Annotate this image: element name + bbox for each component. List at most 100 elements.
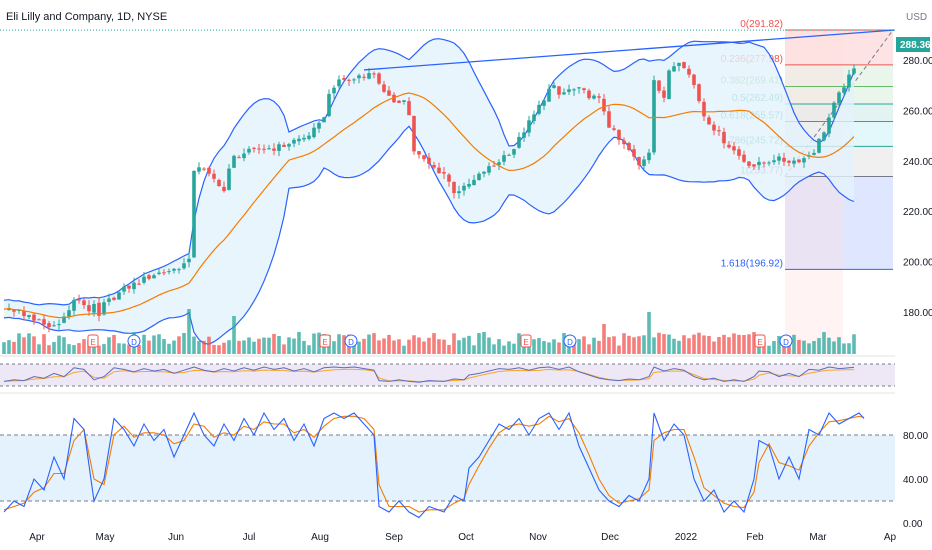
candle-body: [847, 74, 851, 88]
trend-line[interactable]: [0, 29, 895, 71]
volume-bar: [707, 336, 711, 354]
volume-bar: [37, 344, 41, 354]
volume-bar: [507, 341, 511, 354]
volume-bar: [117, 343, 121, 354]
volume-bar: [657, 332, 661, 354]
candle-body: [687, 68, 691, 75]
bollinger-bands: [3, 38, 855, 345]
volume-bar: [67, 344, 71, 354]
candle-body: [42, 319, 46, 325]
volume-bar: [367, 334, 371, 354]
volume-bar: [202, 340, 206, 354]
candle-body: [127, 285, 131, 289]
volume-bar: [392, 340, 396, 354]
candle-body: [497, 162, 501, 165]
candle-body: [472, 179, 476, 186]
volume-bar: [667, 334, 671, 354]
candle-body: [72, 299, 76, 311]
candle-body: [327, 93, 331, 117]
candle-body: [837, 92, 841, 104]
volume-bar: [592, 337, 596, 354]
volume-bar: [257, 338, 261, 354]
volume-bar: [422, 341, 426, 354]
candle-body: [792, 160, 796, 164]
volume-bar: [242, 340, 246, 354]
volume-bar: [572, 338, 576, 354]
candle-body: [537, 104, 541, 114]
candle-body: [682, 62, 686, 68]
candle-body: [52, 325, 56, 327]
candle-body: [122, 286, 126, 292]
candle-body: [602, 98, 606, 112]
volume-bar: [637, 336, 641, 354]
candle-body: [22, 310, 26, 317]
candle-body: [802, 158, 806, 163]
earnings-marker: E: [754, 334, 766, 348]
candle-body: [142, 276, 146, 283]
volume-bar: [402, 345, 406, 354]
candle-body: [177, 269, 181, 271]
volume-bar: [57, 335, 61, 354]
volume-bar: [562, 333, 566, 354]
candle-body: [362, 76, 366, 78]
volume-bar: [642, 335, 646, 354]
candle-body: [407, 101, 411, 116]
time-tick-label: Apr: [29, 532, 45, 543]
volume-bar: [662, 334, 666, 354]
candle-body: [542, 100, 546, 106]
volume-bar: [172, 340, 176, 354]
candle-body: [572, 89, 576, 91]
volume-bar: [92, 343, 96, 354]
volume-bar: [842, 343, 846, 354]
volume-bar: [827, 337, 831, 354]
volume-bar: [127, 344, 131, 354]
candle-body: [637, 156, 641, 166]
earnings-marker: E: [520, 334, 532, 348]
volume-bar: [762, 341, 766, 354]
candle-body: [522, 132, 526, 138]
volume-bar: [582, 336, 586, 354]
volume-bar: [287, 337, 291, 354]
volume-bar: [152, 335, 156, 354]
candle-body: [507, 154, 511, 156]
volume-bar: [852, 334, 856, 354]
candle-body: [692, 74, 696, 85]
volume-bar: [442, 339, 446, 354]
volume-bar: [702, 335, 706, 354]
volume-bar: [432, 333, 436, 354]
volume-bar: [832, 341, 836, 354]
time-tick-label: May: [96, 532, 115, 543]
volume-bar: [307, 345, 311, 354]
candle-body: [567, 89, 571, 92]
candle-body: [87, 305, 91, 312]
candle-body: [167, 271, 171, 273]
volume-bar: [502, 345, 506, 354]
candle-body: [467, 183, 471, 187]
trend-line-segment: [363, 29, 895, 71]
candle-body: [197, 167, 201, 172]
volume-bar: [52, 341, 56, 354]
volume-bar: [362, 338, 366, 354]
volume-bar: [317, 332, 321, 354]
candle-body: [512, 149, 516, 155]
candle-body: [257, 148, 261, 150]
candle-body: [772, 160, 776, 163]
candle-body: [622, 140, 626, 145]
currency-label: USD: [906, 12, 927, 23]
volume-bar: [547, 342, 551, 354]
earnings-marker-box: [754, 334, 766, 348]
candle-body: [152, 275, 156, 279]
earnings-marker-box: [319, 334, 331, 348]
time-tick-label: Nov: [529, 532, 547, 543]
candle-body: [437, 167, 441, 174]
stochastic-pane: [0, 411, 895, 519]
candle-body: [797, 159, 801, 163]
candlesticks[interactable]: [7, 61, 856, 333]
earnings-marker-box: [87, 334, 99, 348]
candle-body: [727, 144, 731, 148]
candle-body: [307, 135, 311, 139]
candle-body: [752, 164, 756, 167]
volume-bar: [72, 345, 76, 354]
